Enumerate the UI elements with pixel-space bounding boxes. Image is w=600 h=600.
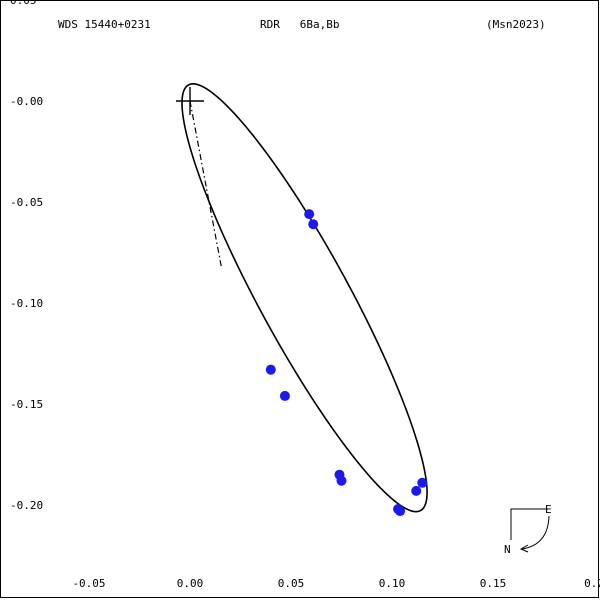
x-tick-labels: -0.05 0.00 0.05 0.10 0.15 0.2 bbox=[72, 577, 600, 590]
primary-star-marker bbox=[176, 87, 204, 115]
observation-point bbox=[336, 475, 347, 486]
x-tick-label: 0.10 bbox=[379, 577, 406, 590]
line-of-nodes bbox=[189, 100, 222, 267]
compass-arrow bbox=[521, 515, 550, 550]
y-tick-labels: 0.05 -0.00 -0.05 -0.10 -0.15 -0.20 bbox=[10, 0, 43, 512]
y-tick-label: -0.05 bbox=[10, 196, 43, 209]
header-center: RDR 6Ba,Bb bbox=[260, 18, 339, 31]
observation-point bbox=[395, 506, 406, 517]
compass-arrowhead bbox=[519, 544, 529, 553]
observation-point bbox=[304, 209, 315, 220]
y-tick-label: -0.15 bbox=[10, 398, 43, 411]
y-tick-label: -0.20 bbox=[10, 499, 43, 512]
x-tick-label: 0.05 bbox=[278, 577, 305, 590]
orbit-ellipse bbox=[181, 83, 428, 513]
y-tick-label: 0.05 bbox=[10, 0, 37, 7]
header-left: WDS 15440+0231 bbox=[58, 18, 151, 31]
observation-point bbox=[279, 390, 290, 401]
x-tick-label: 0.2 bbox=[584, 577, 600, 590]
compass-rose: E N bbox=[504, 503, 552, 556]
header-right: (Msn2023) bbox=[486, 18, 546, 31]
compass-north-label: N bbox=[504, 543, 511, 556]
x-tick-label: -0.05 bbox=[72, 577, 105, 590]
x-tick-label: 0.00 bbox=[177, 577, 204, 590]
y-tick-label: -0.10 bbox=[10, 297, 43, 310]
observation-point bbox=[417, 477, 428, 488]
compass-east-label: E bbox=[545, 503, 552, 516]
observation-point bbox=[265, 364, 276, 375]
x-tick-label: 0.15 bbox=[480, 577, 507, 590]
compass-axes bbox=[510, 508, 548, 540]
observation-points bbox=[265, 209, 428, 517]
observation-point bbox=[411, 485, 422, 496]
y-tick-label: -0.00 bbox=[10, 95, 43, 108]
observation-point bbox=[308, 219, 319, 230]
